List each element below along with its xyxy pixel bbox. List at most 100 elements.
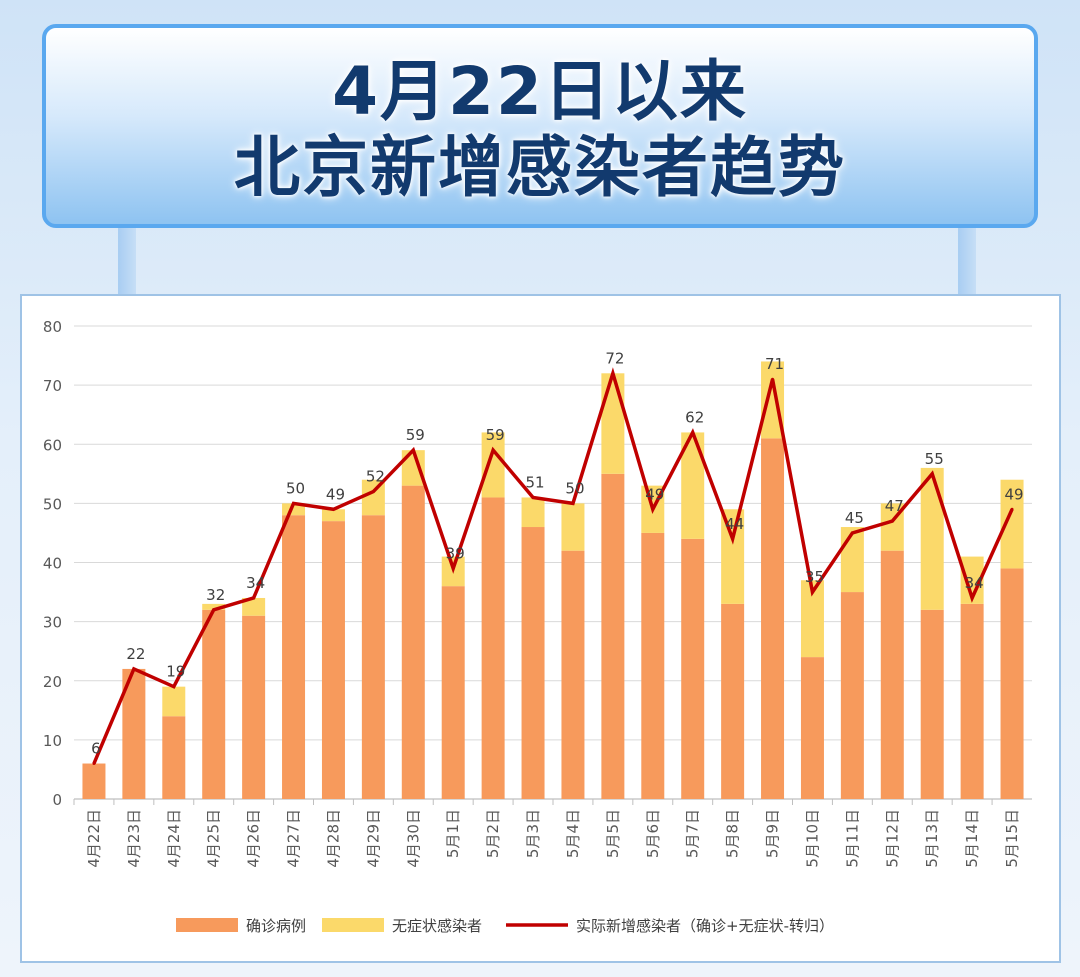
line-point	[810, 590, 814, 594]
banner-pole-left	[118, 228, 136, 294]
bar-confirmed	[880, 550, 904, 799]
title-banner: 4月22日以来 北京新增感染者趋势	[42, 24, 1038, 228]
line-point	[371, 490, 375, 494]
bar-asymptomatic	[361, 479, 385, 516]
bar-confirmed	[800, 657, 824, 799]
data-label: 59	[486, 426, 505, 444]
title-line-2: 北京新增感染者趋势	[234, 129, 846, 206]
x-tick-label: 4月27日	[285, 809, 303, 868]
line-point	[132, 667, 136, 671]
bar-confirmed	[681, 538, 705, 799]
x-tick-label: 5月13日	[923, 809, 941, 868]
legend-label-confirmed: 确诊病例	[246, 917, 306, 935]
bar-confirmed	[521, 527, 545, 799]
line-point	[850, 531, 854, 535]
bar-confirmed	[242, 615, 266, 799]
data-label: 52	[366, 468, 385, 486]
bar-asymptomatic	[242, 597, 266, 616]
data-label: 45	[845, 509, 864, 527]
bar-asymptomatic	[960, 556, 984, 604]
chart-panel: 0 10 20 30 40 50 60 70 80 6 22 19 32 34 50 49 52 59 39 59 51…	[20, 294, 1061, 963]
data-label: 50	[565, 479, 584, 497]
data-label: 22	[126, 645, 145, 663]
y-tick-label: 30	[43, 614, 62, 632]
line-point	[651, 507, 655, 511]
bar-confirmed	[561, 550, 585, 799]
x-tick-label: 4月26日	[245, 809, 263, 868]
y-tick-label: 10	[43, 732, 62, 750]
x-tick-label: 5月11日	[843, 809, 861, 868]
x-tick-label: 5月5日	[604, 809, 622, 858]
line-point	[691, 430, 695, 434]
y-tick-label: 80	[43, 318, 62, 336]
data-label: 62	[685, 408, 704, 426]
bar-confirmed	[441, 586, 465, 799]
x-tick-label: 5月9日	[764, 809, 782, 858]
line-point	[611, 371, 615, 375]
y-tick-label: 40	[43, 555, 62, 573]
data-label: 32	[206, 586, 225, 604]
bar-asymptomatic	[321, 509, 345, 522]
bar-asymptomatic	[1000, 479, 1024, 569]
data-label: 55	[925, 450, 944, 468]
x-tick-label: 5月10日	[803, 809, 821, 868]
y-tick-label: 50	[43, 495, 62, 513]
bar-confirmed	[920, 609, 944, 799]
line-point	[771, 377, 775, 381]
legend-label-line: 实际新增感染者（确诊+无症状-转归）	[576, 917, 834, 935]
x-tick-label: 5月14日	[963, 809, 981, 868]
data-label: 49	[326, 485, 345, 503]
x-tick-label: 5月12日	[883, 809, 901, 868]
line-point	[92, 762, 96, 766]
bar-asymptomatic	[282, 503, 306, 516]
x-tick-label: 4月23日	[125, 809, 143, 868]
x-tick-label: 5月3日	[524, 809, 542, 858]
line-point	[731, 537, 735, 541]
bar-confirmed	[162, 716, 186, 799]
data-label: 49	[1004, 485, 1023, 503]
bar-confirmed	[481, 497, 505, 799]
data-label: 39	[446, 544, 465, 562]
data-label: 19	[166, 663, 185, 681]
data-label: 47	[885, 497, 904, 515]
bar-confirmed	[721, 603, 745, 799]
y-tick-label: 0	[52, 791, 62, 809]
bar-confirmed	[601, 473, 625, 799]
bar-asymptomatic	[681, 432, 705, 539]
legend-label-asymptomatic: 无症状感染者	[392, 917, 482, 935]
x-tick-label: 5月1日	[444, 809, 462, 858]
data-label: 34	[246, 574, 265, 592]
line-point	[212, 608, 216, 612]
x-tick-label: 5月8日	[724, 809, 742, 858]
title-line-1: 4月22日以来	[332, 53, 748, 130]
x-tick-label: 4月25日	[205, 809, 223, 868]
data-label: 51	[525, 473, 544, 491]
bar-confirmed	[960, 603, 984, 799]
bar-asymptomatic	[202, 603, 226, 610]
bar-confirmed	[840, 592, 864, 799]
line-point	[451, 566, 455, 570]
bar-asymptomatic	[481, 432, 505, 498]
data-label: 50	[286, 479, 305, 497]
line-point	[491, 448, 495, 452]
bar-confirmed	[761, 438, 785, 799]
line-point	[571, 501, 575, 505]
x-tick-label: 5月6日	[644, 809, 662, 858]
line-point	[1010, 507, 1014, 511]
line-point	[252, 596, 256, 600]
y-tick-label: 60	[43, 436, 62, 454]
bar-asymptomatic	[721, 509, 745, 604]
line-point	[970, 596, 974, 600]
line-series	[92, 367, 1014, 765]
bar-confirmed	[202, 609, 226, 799]
legend-swatch-confirmed	[176, 918, 238, 932]
data-label: 72	[605, 349, 624, 367]
bar-asymptomatic	[840, 527, 864, 593]
line-point	[331, 507, 335, 511]
data-label: 35	[805, 568, 824, 586]
bar-asymptomatic	[601, 373, 625, 474]
y-tick-label: 20	[43, 673, 62, 691]
bar-asymptomatic	[162, 686, 186, 717]
line-point	[411, 448, 415, 452]
data-label: 44	[725, 515, 744, 533]
